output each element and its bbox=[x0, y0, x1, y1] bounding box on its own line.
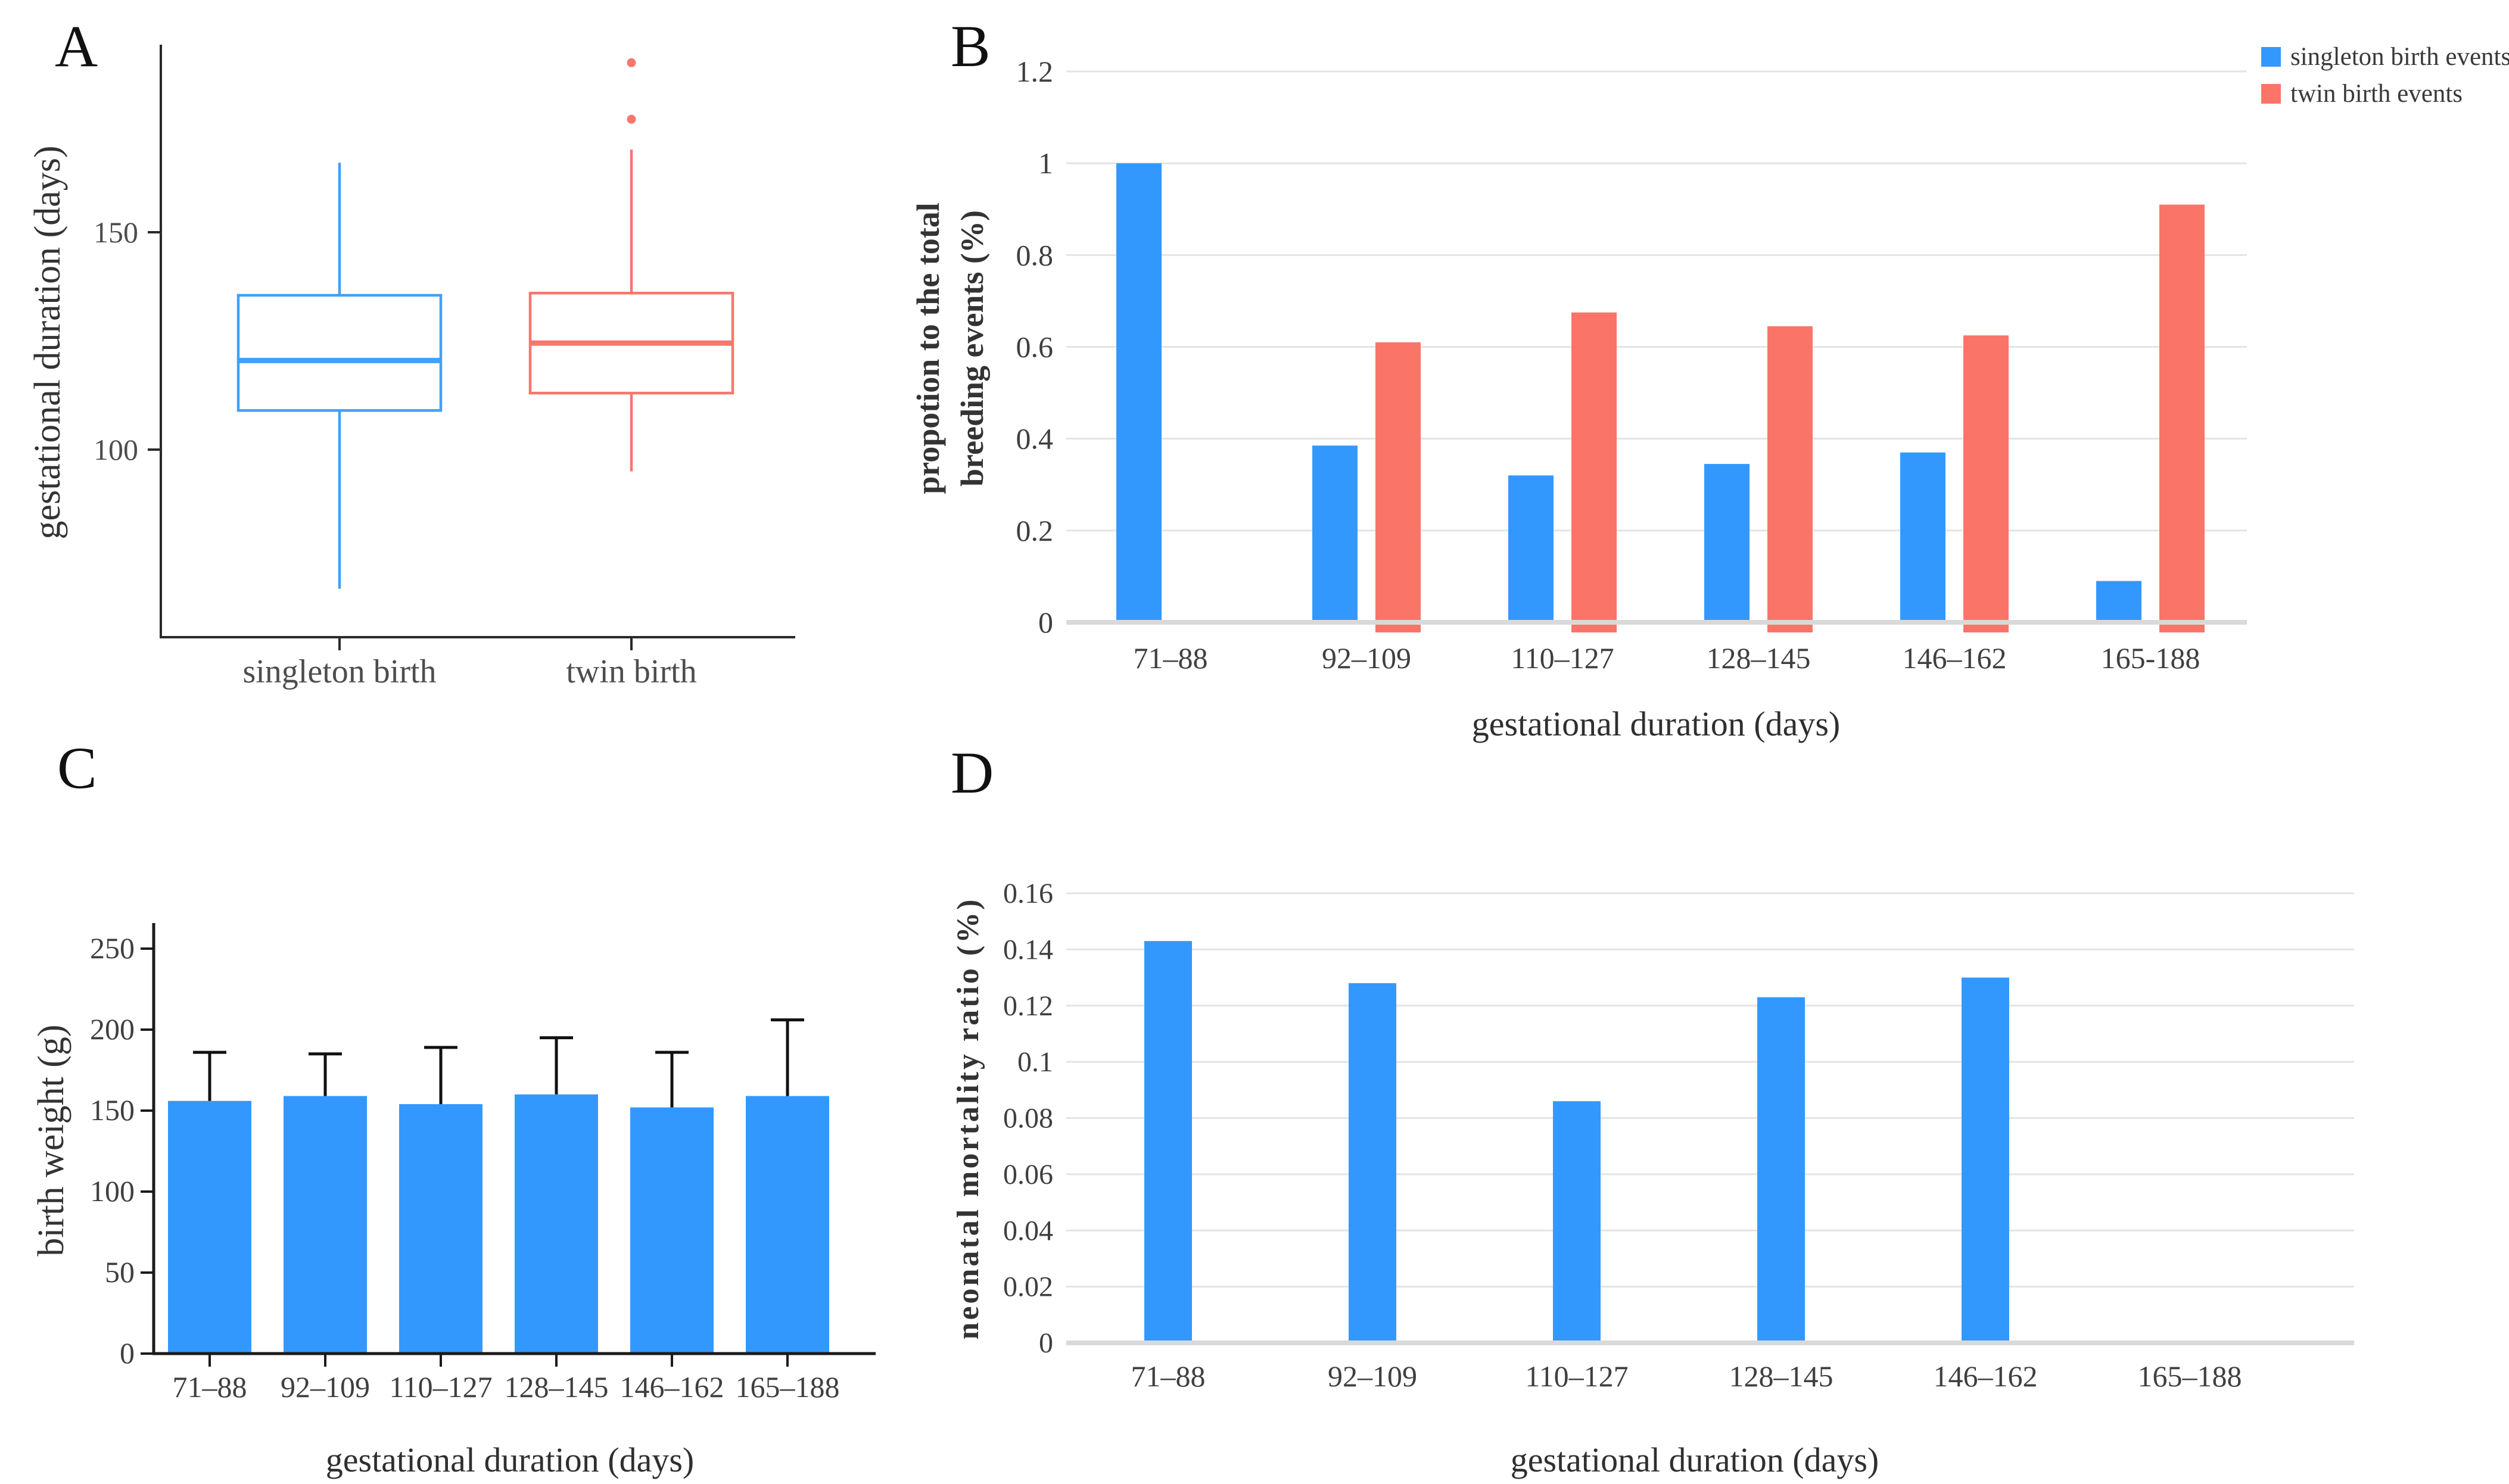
legend-label-twin: twin birth events bbox=[2290, 79, 2463, 108]
bar-d-2 bbox=[1553, 1101, 1601, 1343]
bar-c-2 bbox=[399, 1104, 482, 1354]
legend-item-singleton: singleton birth events bbox=[2261, 42, 2509, 73]
y-tick-label-d-7: 0.14 bbox=[1003, 934, 1053, 965]
x-category-label-d-0: 71–88 bbox=[1131, 1360, 1206, 1393]
box-singleton bbox=[236, 294, 443, 412]
y-tick-label-a-150: 150 bbox=[94, 216, 138, 249]
bar-d-0 bbox=[1144, 941, 1192, 1343]
bar-b-twin-5 bbox=[2159, 204, 2205, 632]
x-category-label-c-2: 110–127 bbox=[389, 1370, 492, 1404]
panel-letter-a: A bbox=[55, 13, 98, 79]
y-tick-label-d-0: 0 bbox=[1039, 1327, 1053, 1359]
x-axis-title-c: gestational duration (days) bbox=[325, 1441, 695, 1479]
x-category-label-b-4: 146–162 bbox=[1903, 641, 2007, 675]
x-category-label-b-2: 110–127 bbox=[1511, 641, 1614, 675]
panel-letter-b: B bbox=[951, 13, 991, 79]
legend-swatch-singleton-icon bbox=[2261, 47, 2281, 67]
y-axis-title-b-line2: breeding events (%) bbox=[954, 210, 990, 487]
x-category-label-a-1: twin birth bbox=[566, 653, 696, 690]
y-tick-label-d-8: 0.16 bbox=[1003, 878, 1053, 909]
y-axis-title-a: gestational duration (days) bbox=[27, 145, 68, 540]
x-category-label-b-3: 128–145 bbox=[1707, 641, 1811, 675]
x-category-label-c-3: 128–145 bbox=[505, 1370, 609, 1404]
x-category-label-a-0: singleton birth bbox=[242, 653, 436, 690]
y-tick-label-b-0: 0 bbox=[1038, 606, 1053, 639]
outlier-twin-0 bbox=[627, 114, 636, 124]
legend-swatch-twin-icon bbox=[2261, 83, 2281, 104]
y-tick-label-d-3: 0.06 bbox=[1003, 1159, 1053, 1190]
y-tick-label-c-3: 150 bbox=[90, 1093, 135, 1127]
y-axis-title-b-line1: propotion to the total bbox=[910, 202, 946, 494]
bar-b-singleton-3 bbox=[1704, 464, 1750, 622]
y-axis-title-c: birth weight (g) bbox=[31, 1024, 71, 1257]
bar-b-twin-4 bbox=[1963, 335, 2009, 632]
x-category-label-b-1: 92–109 bbox=[1322, 641, 1411, 675]
y-tick-label-c-2: 100 bbox=[90, 1174, 135, 1208]
x-category-label-b-0: 71–88 bbox=[1134, 641, 1208, 675]
y-tick-label-d-6: 0.12 bbox=[1003, 990, 1053, 1022]
legend: singleton birth events twin birth events bbox=[2261, 42, 2509, 109]
bar-d-4 bbox=[1962, 977, 2009, 1343]
y-tick-label-c-4: 200 bbox=[90, 1012, 135, 1046]
legend-label-singleton: singleton birth events bbox=[2290, 43, 2509, 71]
bar-c-3 bbox=[515, 1094, 598, 1354]
y-tick-label-c-1: 50 bbox=[105, 1255, 135, 1289]
x-category-label-c-4: 146–162 bbox=[620, 1370, 724, 1404]
bar-b-twin-3 bbox=[1767, 326, 1813, 632]
bar-b-singleton-4 bbox=[1900, 452, 1945, 622]
x-category-label-c-1: 92–109 bbox=[281, 1370, 370, 1404]
x-category-label-d-1: 92–109 bbox=[1328, 1360, 1417, 1393]
y-tick-label-b-2: 0.4 bbox=[1016, 422, 1054, 456]
x-category-label-d-2: 110–127 bbox=[1525, 1360, 1628, 1393]
y-tick-label-c-0: 0 bbox=[120, 1336, 135, 1370]
y-tick-label-b-6: 1.2 bbox=[1016, 55, 1054, 88]
bar-c-4 bbox=[630, 1107, 714, 1354]
y-axis-title-d: neonatal mortality ratio (%) bbox=[951, 897, 985, 1340]
y-tick-label-a-100: 100 bbox=[94, 433, 138, 466]
bar-b-singleton-0 bbox=[1116, 163, 1162, 622]
bar-b-singleton-2 bbox=[1508, 475, 1554, 622]
bar-d-1 bbox=[1349, 983, 1396, 1343]
y-tick-label-b-5: 1 bbox=[1038, 146, 1053, 180]
x-axis-title-b: gestational duration (days) bbox=[1471, 704, 1841, 743]
x-category-label-d-3: 128–145 bbox=[1729, 1360, 1834, 1393]
x-category-label-c-0: 71–88 bbox=[173, 1370, 247, 1404]
x-category-label-b-5: 165-188 bbox=[2101, 641, 2200, 675]
x-category-label-d-5: 165–188 bbox=[2138, 1360, 2242, 1393]
bar-c-1 bbox=[284, 1096, 367, 1354]
y-tick-label-d-1: 0.02 bbox=[1003, 1271, 1053, 1303]
bar-b-twin-2 bbox=[1571, 312, 1617, 632]
x-axis-d bbox=[1066, 1340, 2354, 1345]
y-tick-label-d-4: 0.08 bbox=[1003, 1103, 1053, 1134]
y-tick-label-b-1: 0.2 bbox=[1016, 514, 1054, 547]
bar-b-twin-1 bbox=[1375, 342, 1421, 632]
outlier-twin-1 bbox=[627, 58, 636, 67]
y-tick-label-d-5: 0.1 bbox=[1017, 1046, 1053, 1078]
y-tick-label-b-4: 0.8 bbox=[1016, 238, 1054, 272]
x-category-label-d-4: 146–162 bbox=[1934, 1360, 2038, 1393]
y-tick-label-b-3: 0.6 bbox=[1016, 331, 1054, 364]
y-tick-label-c-5: 250 bbox=[90, 931, 135, 965]
y-tick-label-d-2: 0.04 bbox=[1003, 1215, 1053, 1246]
legend-item-twin: twin birth events bbox=[2261, 79, 2509, 110]
x-axis-title-d: gestational duration (days) bbox=[1510, 1441, 1879, 1479]
bar-c-5 bbox=[746, 1096, 829, 1354]
x-category-label-c-5: 165–188 bbox=[736, 1370, 840, 1404]
bar-d-3 bbox=[1757, 997, 1805, 1343]
bar-b-singleton-1 bbox=[1312, 445, 1358, 622]
bar-c-0 bbox=[168, 1100, 251, 1354]
x-axis-b bbox=[1066, 620, 2247, 625]
bar-b-singleton-5 bbox=[2096, 581, 2141, 622]
panel-letter-c: C bbox=[57, 735, 97, 801]
panel-letter-d: D bbox=[951, 740, 994, 806]
